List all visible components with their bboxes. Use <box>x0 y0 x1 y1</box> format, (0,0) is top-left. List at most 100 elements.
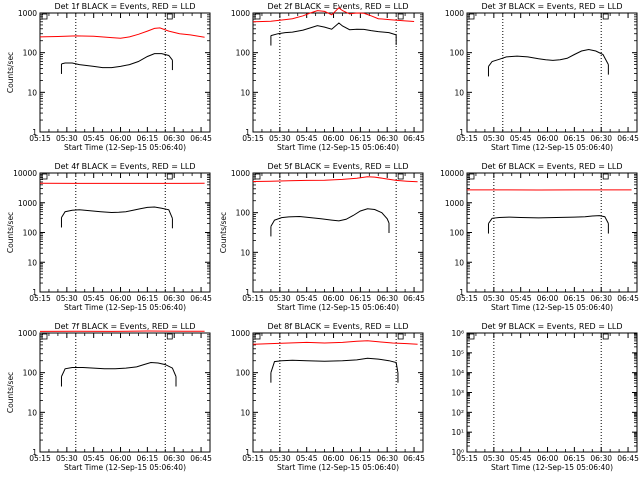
lld-series-line <box>252 176 418 183</box>
box-marker <box>602 333 609 340</box>
box-marker <box>602 13 609 20</box>
y-tick-label: 1 <box>32 448 37 457</box>
x-tick-label: 05:45 <box>296 134 318 143</box>
box-marker <box>254 173 261 180</box>
x-tick-label: 06:15 <box>564 134 586 143</box>
x-axis-title: Start Time (12-Sep-15 05:06:40) <box>277 143 399 152</box>
box-marker <box>254 333 261 340</box>
panel-title: Det 2f BLACK = Events, RED = LLD <box>267 2 408 11</box>
y-tick-label: 1000 <box>18 199 37 208</box>
y-tick-label: 1000 <box>18 9 37 18</box>
x-axis-title: Start Time (12-Sep-15 05:06:40) <box>491 143 613 152</box>
box-marker <box>468 333 475 340</box>
y-tick-label: 100 <box>23 229 38 238</box>
events-series-line <box>270 22 397 37</box>
y-tick-label: 1 <box>245 128 250 137</box>
plot-frame <box>466 332 638 453</box>
detector-panel-3: Det 3f BLACK = Events, RED = LLD 1 10 100 10… <box>445 2 639 152</box>
x-tick-label: 05:15 <box>29 454 51 463</box>
x-tick-label: 05:45 <box>510 294 532 303</box>
y-tick-label: 10¹ <box>451 428 464 437</box>
plot-frame <box>252 12 424 133</box>
events-series-line <box>61 361 177 377</box>
x-axis-title: Start Time (12-Sep-15 05:06:40) <box>491 303 613 312</box>
x-tick-label: 05:15 <box>242 134 264 143</box>
y-tick-label: 1000 <box>18 329 37 338</box>
y-tick-label: 1000 <box>231 169 250 178</box>
box-marker <box>41 173 48 180</box>
events-series-line <box>488 215 609 224</box>
x-tick-label: 05:30 <box>483 134 505 143</box>
events-series-line <box>270 357 399 373</box>
y-tick-label: 100 <box>23 369 38 378</box>
y-tick-label: 10 <box>240 88 250 97</box>
x-tick-label: 05:30 <box>269 294 291 303</box>
y-tick-label: 10 <box>240 408 250 417</box>
x-tick-label: 06:00 <box>537 294 559 303</box>
y-tick-label: 10² <box>451 408 464 417</box>
y-tick-label: 10⁰ <box>451 448 464 457</box>
y-tick-label: 100 <box>236 49 251 58</box>
detector-panel-8: Det 8f BLACK = Events, RED = LLD 1 10 100 10… <box>231 322 425 472</box>
x-tick-label: 06:45 <box>403 454 425 463</box>
y-tick-label: 1 <box>32 288 37 297</box>
plot-frame <box>252 172 424 293</box>
events-series-line <box>61 206 173 219</box>
x-axis-title: Start Time (12-Sep-15 05:06:40) <box>64 463 186 472</box>
x-tick-label: 05:45 <box>83 454 105 463</box>
y-tick-label: 1 <box>245 288 250 297</box>
y-tick-label: 1000 <box>445 199 464 208</box>
x-tick-label: 06:45 <box>617 134 639 143</box>
y-tick-label: 1000 <box>231 329 250 338</box>
box-marker <box>166 333 173 340</box>
panel-title: Det 7f BLACK = Events, RED = LLD <box>54 322 195 331</box>
events-series-line <box>488 48 609 67</box>
x-tick-label: 05:45 <box>296 294 318 303</box>
y-tick-label: 10 <box>27 88 37 97</box>
x-tick-label: 05:15 <box>456 454 478 463</box>
x-tick-label: 05:30 <box>56 134 78 143</box>
panel-title: Det 8f BLACK = Events, RED = LLD <box>267 322 408 331</box>
x-tick-label: 06:00 <box>110 294 132 303</box>
x-tick-label: 06:15 <box>350 294 372 303</box>
y-tick-label: 100 <box>23 49 38 58</box>
x-tick-label: 06:00 <box>323 294 345 303</box>
x-tick-label: 05:45 <box>296 454 318 463</box>
x-tick-label: 06:30 <box>590 134 612 143</box>
panel-title: Det 1f BLACK = Events, RED = LLD <box>54 2 195 11</box>
x-tick-label: 05:30 <box>269 454 291 463</box>
x-axis-title: Start Time (12-Sep-15 05:06:40) <box>491 463 613 472</box>
y-tick-label: 1000 <box>231 9 250 18</box>
x-tick-label: 06:15 <box>564 294 586 303</box>
x-tick-label: 06:30 <box>590 454 612 463</box>
x-tick-label: 06:45 <box>190 294 212 303</box>
box-marker <box>397 13 404 20</box>
y-tick-label: 100 <box>236 209 251 218</box>
x-tick-label: 05:45 <box>510 134 532 143</box>
y-tick-label: 100 <box>450 229 465 238</box>
box-marker <box>397 173 404 180</box>
x-tick-label: 06:15 <box>564 454 586 463</box>
y-tick-label: 1 <box>459 128 464 137</box>
plot-frame <box>39 12 211 133</box>
plot-frame <box>466 172 638 293</box>
x-axis-title: Start Time (12-Sep-15 05:06:40) <box>277 303 399 312</box>
y-axis-title: Counts/sec <box>6 372 15 413</box>
panel-title: Det 5f BLACK = Events, RED = LLD <box>267 162 408 171</box>
detector-panel-1: Det 1f BLACK = Events, RED = LLD 1 10 100 10… <box>6 2 212 152</box>
x-tick-label: 06:15 <box>137 454 159 463</box>
y-tick-label: 10 <box>454 258 464 267</box>
detector-panel-4: Det 4f BLACK = Events, RED = LLD 1 10 100 10… <box>6 162 212 312</box>
y-tick-label: 10 <box>27 258 37 267</box>
y-tick-label: 10000 <box>440 169 464 178</box>
y-axis-title: Counts/sec <box>6 52 15 93</box>
lld-series-line <box>39 27 205 39</box>
plot-frame <box>39 332 211 453</box>
x-tick-label: 06:30 <box>376 294 398 303</box>
y-tick-label: 10⁴ <box>451 369 464 378</box>
x-tick-label: 06:30 <box>163 454 185 463</box>
box-marker <box>41 333 48 340</box>
x-tick-label: 05:15 <box>29 294 51 303</box>
y-axis-title: Counts/sec <box>219 212 228 253</box>
